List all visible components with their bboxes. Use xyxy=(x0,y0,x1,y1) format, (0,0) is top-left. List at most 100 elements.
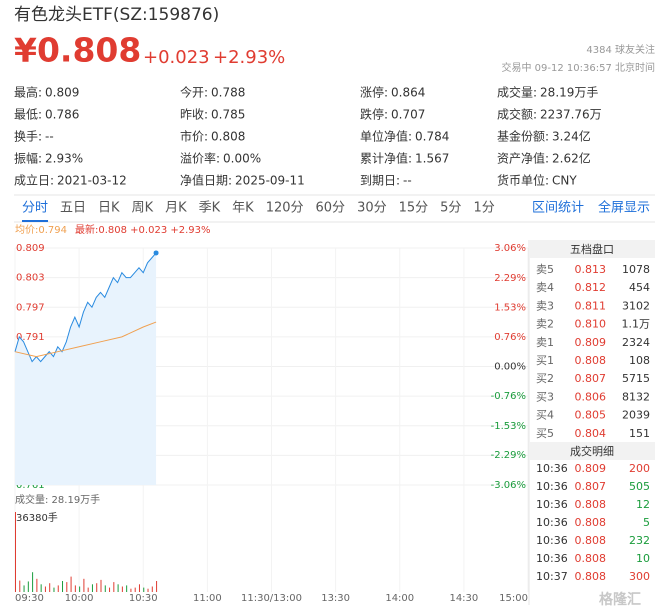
stat-label: 货币单位: xyxy=(497,173,549,188)
period-tab[interactable]: 月K xyxy=(165,201,187,216)
y2-tick-label: -3.06% xyxy=(491,480,526,491)
ob-label: 卖5 xyxy=(536,263,554,276)
ob-label: 卖2 xyxy=(536,318,554,331)
trade-time: 10:36 xyxy=(536,498,568,511)
followers[interactable]: 4384 球友关注 xyxy=(586,43,655,56)
stat-value: 0.809 xyxy=(45,86,79,100)
stat-label: 溢价率: xyxy=(180,151,220,166)
stat-value: 0.786 xyxy=(45,108,79,122)
avg-line xyxy=(14,321,157,358)
period-tab[interactable]: 季K xyxy=(199,201,221,216)
x-tick-label: 11:30/13:00 xyxy=(241,593,302,604)
ob-price: 0.805 xyxy=(575,409,607,422)
stat-value: 3.24亿 xyxy=(552,129,591,144)
period-tab[interactable]: 日K xyxy=(98,201,120,216)
status: 交易中 09-12 10:36:57 北京时间 xyxy=(501,61,655,74)
trade-time: 10:36 xyxy=(536,552,568,565)
trade-time: 10:36 xyxy=(536,462,568,475)
last-point xyxy=(153,250,159,256)
stat-label: 到期日: xyxy=(360,174,400,188)
stat-label: 昨收: xyxy=(180,108,208,122)
period-tab[interactable]: 五日 xyxy=(60,201,86,216)
y2-tick-label: 3.06% xyxy=(494,243,526,254)
watermark: 格隆汇 xyxy=(599,591,641,608)
volume-label: 成交量: 28.19万手 xyxy=(15,493,100,506)
stat-label: 资产净值: xyxy=(497,151,549,166)
ob-label: 买1 xyxy=(536,354,554,367)
order-book-title: 五档盘口 xyxy=(570,242,614,256)
stat-value: CNY xyxy=(552,174,577,188)
trade-volume: 5 xyxy=(643,516,650,529)
tab-link[interactable]: 区间统计 xyxy=(532,201,584,216)
ob-price: 0.812 xyxy=(575,281,607,294)
price: ¥0.808 xyxy=(14,31,141,70)
trade-price: 0.808 xyxy=(575,498,607,511)
period-tab[interactable]: 年K xyxy=(232,201,254,216)
period-tab[interactable]: 60分 xyxy=(316,201,346,216)
period-tab[interactable]: 15分 xyxy=(399,201,429,216)
stat-value: 2025-09-11 xyxy=(235,174,305,188)
y2-tick-label: 1.53% xyxy=(494,302,526,313)
trade-price: 0.809 xyxy=(575,462,607,475)
ob-price: 0.806 xyxy=(575,390,607,403)
trade-price: 0.807 xyxy=(575,480,607,493)
y-tick-label: 0.761 xyxy=(16,480,45,491)
change-pct: +2.93% xyxy=(213,47,285,68)
period-tab[interactable]: 5分 xyxy=(440,201,461,216)
stat-label: 今开: xyxy=(180,85,208,100)
stat-label: 市价: xyxy=(180,129,208,144)
period-tab[interactable]: 120分 xyxy=(266,201,304,216)
tab-link[interactable]: 全屏显示 xyxy=(598,200,650,216)
period-tab[interactable]: 30分 xyxy=(357,201,387,216)
ob-price: 0.811 xyxy=(575,299,607,312)
stat-value: 0.707 xyxy=(391,108,425,122)
period-tab[interactable]: 周K xyxy=(132,201,154,216)
stat-label: 累计净值: xyxy=(360,151,412,166)
stat-value: 28.19万手 xyxy=(540,86,598,100)
x-tick-label: 13:30 xyxy=(321,593,350,604)
stat-value: 2.93% xyxy=(45,152,83,166)
panel-header-bg xyxy=(530,442,655,460)
ob-price: 0.804 xyxy=(575,427,607,440)
stat-label: 涨停: xyxy=(360,85,388,100)
y-tick-label: 0.803 xyxy=(16,273,45,284)
stat-value: 1.567 xyxy=(415,152,449,166)
stat-value: 0.808 xyxy=(211,130,245,144)
ob-volume: 1078 xyxy=(622,263,650,276)
ob-label: 卖1 xyxy=(536,336,554,349)
x-tick-label: 09:30 xyxy=(15,593,44,604)
x-tick-label: 10:30 xyxy=(129,593,158,604)
stat-value: -- xyxy=(403,174,412,188)
ob-label: 卖3 xyxy=(536,299,554,312)
ob-volume: 2039 xyxy=(622,409,650,422)
stat-value: 0.00% xyxy=(223,152,261,166)
period-tab[interactable]: 1分 xyxy=(473,201,494,216)
trade-price: 0.808 xyxy=(575,516,607,529)
stat-label: 最高: xyxy=(14,85,42,100)
price-line xyxy=(14,252,157,363)
volume-tick-label: 36380手 xyxy=(16,511,58,524)
x-tick-label: 14:00 xyxy=(385,593,414,604)
x-tick-label: 15:00 xyxy=(499,593,528,604)
ob-volume: 2324 xyxy=(622,336,650,349)
trade-time: 10:37 xyxy=(536,570,568,583)
ob-price: 0.809 xyxy=(575,336,607,349)
stat-label: 成交额: xyxy=(497,107,537,122)
trade-volume: 200 xyxy=(629,462,650,475)
ob-label: 买4 xyxy=(536,409,554,422)
stat-label: 最低: xyxy=(14,108,42,122)
fund-name: 有色龙头ETF(SZ:159876) xyxy=(14,5,219,25)
stat-value: 0.785 xyxy=(211,108,245,122)
ob-volume: 1.1万 xyxy=(622,318,651,331)
y2-tick-label: -1.53% xyxy=(491,421,526,432)
ob-volume: 8132 xyxy=(622,390,650,403)
stat-value: 0.788 xyxy=(211,86,245,100)
period-tab[interactable]: 分时 xyxy=(22,201,48,216)
stat-value: 0.864 xyxy=(391,86,425,100)
panel-header-bg xyxy=(530,240,655,258)
stat-value: 2237.76万 xyxy=(540,108,602,122)
ob-volume: 3102 xyxy=(622,299,650,312)
stat-label: 成立日: xyxy=(14,173,54,188)
ob-volume: 454 xyxy=(629,281,650,294)
stat-label: 净值日期: xyxy=(180,173,232,188)
